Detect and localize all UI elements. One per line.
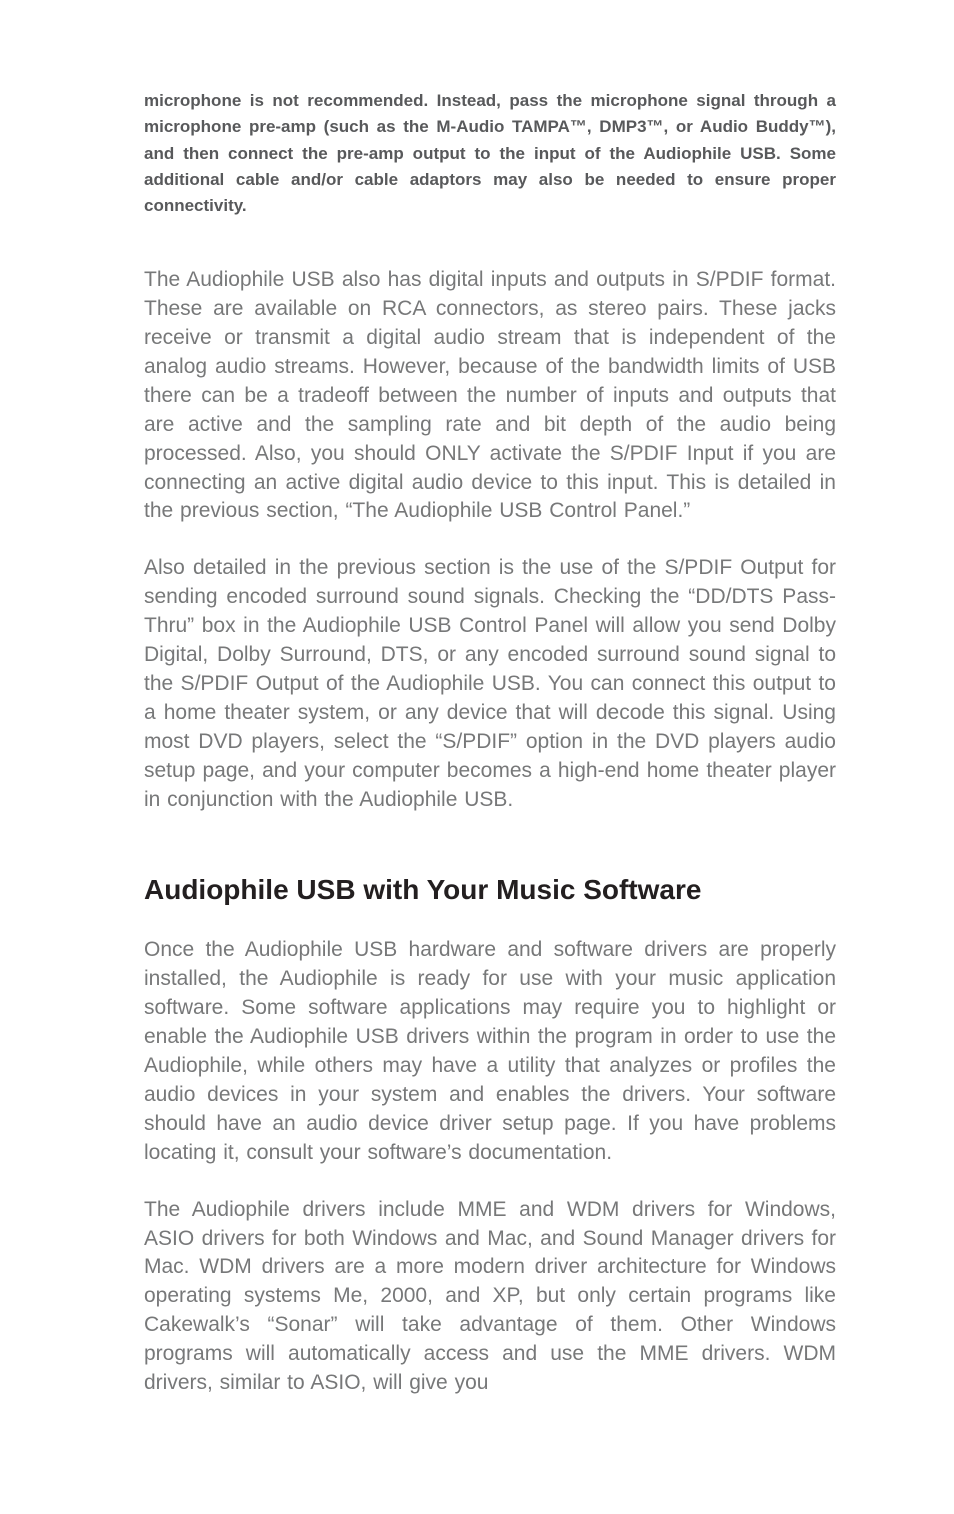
document-page: microphone is not recommended. Instead, … (0, 0, 954, 1514)
section-paragraph-1: Once the Audiophile USB hardware and sof… (144, 936, 836, 1168)
section-heading: Audiophile USB with Your Music Software (144, 871, 836, 910)
body-paragraph-1: The Audiophile USB also has digital inpu… (144, 266, 836, 527)
body-paragraph-2: Also detailed in the previous section is… (144, 554, 836, 815)
section-paragraph-2: The Audiophile drivers include MME and W… (144, 1196, 836, 1399)
note-paragraph: microphone is not recommended. Instead, … (144, 88, 836, 220)
